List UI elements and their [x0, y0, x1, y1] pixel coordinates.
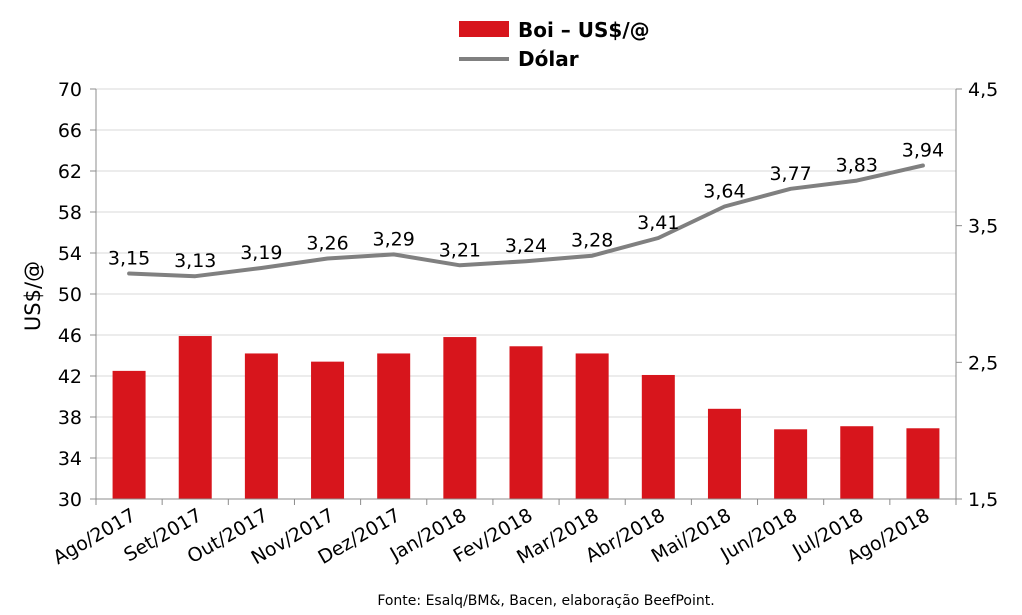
y2-axis-ticks: 1,5 2,5 3,5 4,5: [956, 79, 998, 511]
legend: Boi – US$/@ Dólar: [459, 18, 650, 71]
data-label: 3,41: [637, 212, 679, 234]
x-tick-label: Ago/2017: [49, 504, 139, 569]
data-label: 3,94: [902, 140, 944, 162]
dolar-line: [127, 163, 925, 279]
bar: [244, 353, 278, 499]
bar: [707, 408, 741, 499]
bar: [774, 429, 808, 499]
bar-series: [112, 336, 940, 499]
y-tick-label: 50: [58, 284, 82, 306]
y2-tick-label: 1,5: [968, 489, 998, 511]
bar: [112, 370, 146, 499]
data-label: 3,26: [306, 232, 348, 254]
x-axis-ticks: Ago/2017Set/2017Out/2017Nov/2017Dez/2017…: [49, 499, 957, 569]
y-tick-label: 38: [58, 407, 82, 429]
data-label: 3,19: [240, 242, 282, 264]
bar: [840, 426, 874, 499]
y-tick-label: 34: [58, 448, 82, 470]
data-label: 3,28: [571, 230, 613, 252]
y-tick-label: 58: [58, 202, 82, 224]
y2-tick-label: 2,5: [968, 352, 998, 374]
y-tick-label: 42: [58, 366, 82, 388]
y2-tick-label: 4,5: [968, 79, 998, 101]
data-label: 3,24: [505, 235, 547, 257]
data-label: 3,77: [769, 163, 811, 185]
bar: [178, 336, 212, 499]
y-tick-label: 66: [58, 120, 82, 142]
bar: [377, 353, 411, 499]
data-label: 3,15: [108, 248, 150, 270]
bar: [641, 374, 675, 499]
y2-tick-label: 3,5: [968, 216, 998, 238]
y-tick-label: 30: [58, 489, 82, 511]
bar: [575, 353, 609, 499]
y-tick-label: 54: [58, 243, 82, 265]
y-axis-ticks: 30 34 38 42 46 50 54 58 62 66 70: [58, 79, 96, 511]
data-label: 3,64: [703, 181, 745, 203]
source-note: Fonte: Esalq/BM&, Bacen, elaboração Beef…: [377, 593, 714, 609]
y-tick-label: 62: [58, 161, 82, 183]
gridlines: [96, 88, 956, 459]
data-labels: 3,15 3,13 3,19 3,26 3,29 3,21 3,24 3,28 3,41 3,64…: [108, 140, 944, 273]
data-label: 3,29: [373, 228, 415, 250]
data-label: 3,83: [836, 155, 878, 177]
y-tick-label: 46: [58, 325, 82, 347]
line-series: [127, 163, 925, 279]
bar: [443, 337, 477, 499]
legend-label-dolar: Dólar: [518, 47, 579, 71]
y-tick-label: 70: [58, 79, 82, 101]
y-axis-title: US$/@: [21, 261, 45, 331]
legend-label-boi: Boi – US$/@: [518, 18, 650, 42]
legend-swatch-boi: [459, 21, 509, 37]
data-label: 3,21: [439, 239, 481, 261]
bar: [509, 346, 543, 499]
bar: [311, 361, 345, 499]
bar: [906, 428, 940, 499]
data-label: 3,13: [174, 250, 216, 272]
